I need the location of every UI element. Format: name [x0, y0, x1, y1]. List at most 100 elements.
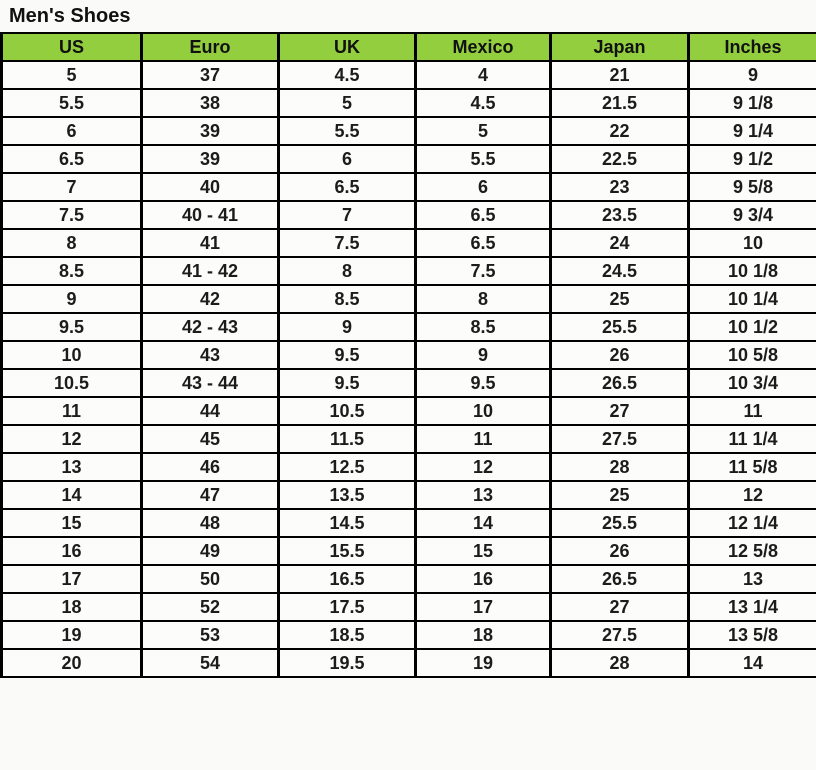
cell-inches: 10 — [687, 228, 816, 258]
cell-uk: 7 — [277, 200, 417, 230]
cell-euro: 45 — [140, 424, 280, 454]
cell-us: 5 — [0, 60, 143, 90]
table-row: 5.5 38 5 4.5 21.5 9 1/8 — [0, 88, 816, 118]
cell-inches: 9 — [687, 60, 816, 90]
cell-inches: 12 1/4 — [687, 508, 816, 538]
cell-us: 15 — [0, 508, 143, 538]
cell-inches: 9 1/2 — [687, 144, 816, 174]
cell-japan: 28 — [549, 452, 690, 482]
cell-euro: 39 — [140, 116, 280, 146]
table-row: 18 52 17.5 17 27 13 1/4 — [0, 592, 816, 622]
cell-mexico: 13 — [414, 480, 552, 510]
cell-uk: 9.5 — [277, 368, 417, 398]
cell-inches: 10 3/4 — [687, 368, 816, 398]
cell-mexico: 12 — [414, 452, 552, 482]
cell-uk: 5 — [277, 88, 417, 118]
table-row: 6.5 39 6 5.5 22.5 9 1/2 — [0, 144, 816, 174]
cell-us: 6 — [0, 116, 143, 146]
cell-japan: 22.5 — [549, 144, 690, 174]
cell-uk: 16.5 — [277, 564, 417, 594]
cell-us: 18 — [0, 592, 143, 622]
cell-inches: 10 5/8 — [687, 340, 816, 370]
cell-japan: 24 — [549, 228, 690, 258]
cell-inches: 14 — [687, 648, 816, 678]
cell-inches: 10 1/4 — [687, 284, 816, 314]
cell-us: 8 — [0, 228, 143, 258]
cell-uk: 15.5 — [277, 536, 417, 566]
cell-japan: 27 — [549, 592, 690, 622]
cell-mexico: 6.5 — [414, 200, 552, 230]
cell-us: 6.5 — [0, 144, 143, 174]
size-table-body: 5 37 4.5 4 21 9 5.5 38 5 4.5 21.5 9 1/8 6 39 5.5 5 22 9 1… — [0, 60, 816, 678]
table-row: 19 53 18.5 18 27.5 13 5/8 — [0, 620, 816, 650]
cell-uk: 5.5 — [277, 116, 417, 146]
cell-mexico: 6.5 — [414, 228, 552, 258]
cell-japan: 25 — [549, 480, 690, 510]
cell-japan: 21.5 — [549, 88, 690, 118]
cell-us: 10.5 — [0, 368, 143, 398]
cell-mexico: 5.5 — [414, 144, 552, 174]
cell-mexico: 18 — [414, 620, 552, 650]
cell-euro: 49 — [140, 536, 280, 566]
cell-us: 14 — [0, 480, 143, 510]
cell-uk: 8 — [277, 256, 417, 286]
cell-mexico: 8 — [414, 284, 552, 314]
cell-japan: 26 — [549, 340, 690, 370]
cell-euro: 52 — [140, 592, 280, 622]
table-row: 15 48 14.5 14 25.5 12 1/4 — [0, 508, 816, 538]
cell-euro: 50 — [140, 564, 280, 594]
cell-japan: 27 — [549, 396, 690, 426]
cell-us: 16 — [0, 536, 143, 566]
cell-euro: 37 — [140, 60, 280, 90]
cell-inches: 9 5/8 — [687, 172, 816, 202]
cell-euro: 41 — [140, 228, 280, 258]
cell-japan: 22 — [549, 116, 690, 146]
cell-us: 19 — [0, 620, 143, 650]
cell-inches: 12 5/8 — [687, 536, 816, 566]
cell-japan: 26.5 — [549, 564, 690, 594]
cell-euro: 41 - 42 — [140, 256, 280, 286]
cell-japan: 23.5 — [549, 200, 690, 230]
table-row: 10 43 9.5 9 26 10 5/8 — [0, 340, 816, 370]
cell-us: 17 — [0, 564, 143, 594]
table-row: 8.5 41 - 42 8 7.5 24.5 10 1/8 — [0, 256, 816, 286]
cell-us: 10 — [0, 340, 143, 370]
table-row: 5 37 4.5 4 21 9 — [0, 60, 816, 90]
table-row: 14 47 13.5 13 25 12 — [0, 480, 816, 510]
cell-mexico: 10 — [414, 396, 552, 426]
cell-mexico: 6 — [414, 172, 552, 202]
size-table: US Euro UK Mexico Japan Inches 5 37 4.5 4 21 9 5.5 3… — [0, 32, 816, 678]
cell-inches: 9 3/4 — [687, 200, 816, 230]
cell-us: 13 — [0, 452, 143, 482]
cell-euro: 48 — [140, 508, 280, 538]
table-row: 17 50 16.5 16 26.5 13 — [0, 564, 816, 594]
cell-euro: 46 — [140, 452, 280, 482]
cell-japan: 21 — [549, 60, 690, 90]
cell-us: 5.5 — [0, 88, 143, 118]
cell-inches: 13 — [687, 564, 816, 594]
cell-mexico: 17 — [414, 592, 552, 622]
cell-uk: 8.5 — [277, 284, 417, 314]
table-row: 11 44 10.5 10 27 11 — [0, 396, 816, 426]
cell-inches: 10 1/2 — [687, 312, 816, 342]
cell-us: 8.5 — [0, 256, 143, 286]
cell-euro: 38 — [140, 88, 280, 118]
cell-uk: 6 — [277, 144, 417, 174]
size-table-header: US Euro UK Mexico Japan Inches — [0, 32, 816, 62]
table-row: 16 49 15.5 15 26 12 5/8 — [0, 536, 816, 566]
cell-euro: 43 — [140, 340, 280, 370]
cell-us: 7.5 — [0, 200, 143, 230]
cell-japan: 25.5 — [549, 312, 690, 342]
cell-uk: 6.5 — [277, 172, 417, 202]
cell-inches: 11 1/4 — [687, 424, 816, 454]
cell-mexico: 4 — [414, 60, 552, 90]
cell-uk: 4.5 — [277, 60, 417, 90]
table-row: 8 41 7.5 6.5 24 10 — [0, 228, 816, 258]
cell-japan: 27.5 — [549, 620, 690, 650]
cell-uk: 14.5 — [277, 508, 417, 538]
cell-us: 20 — [0, 648, 143, 678]
cell-inches: 9 1/8 — [687, 88, 816, 118]
cell-uk: 10.5 — [277, 396, 417, 426]
cell-euro: 39 — [140, 144, 280, 174]
cell-japan: 25 — [549, 284, 690, 314]
